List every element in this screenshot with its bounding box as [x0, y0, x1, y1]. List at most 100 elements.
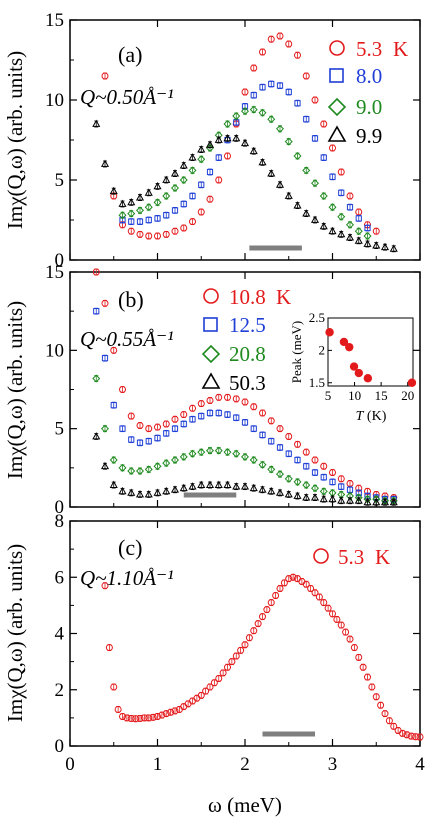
data-point: [346, 480, 354, 487]
data-point: [206, 168, 214, 176]
data-point: [92, 119, 101, 128]
circle-marker: [171, 707, 179, 715]
data-point: [333, 615, 341, 623]
circle-marker: [197, 400, 205, 408]
x-tick-label: 3: [328, 754, 338, 775]
data-point: [275, 470, 285, 479]
data-point: [135, 466, 145, 475]
data-point: [293, 151, 302, 161]
square-marker: [110, 402, 117, 409]
data-point: [189, 218, 196, 226]
diamond-marker: [197, 155, 206, 164]
data-point: [171, 415, 179, 423]
data-point: [136, 714, 144, 722]
circle-marker: [162, 710, 170, 718]
triangle-marker: [249, 146, 258, 155]
legend-c-unit: K: [375, 545, 390, 569]
legend-circle-marker: [329, 40, 345, 56]
data-point: [206, 409, 214, 417]
circle-marker: [250, 627, 258, 635]
data-point: [338, 189, 345, 197]
data-point: [154, 423, 161, 431]
circle-marker: [267, 35, 275, 43]
data-point: [197, 208, 205, 216]
triangle-marker: [100, 461, 110, 470]
inset-x-tick-label: 20: [401, 388, 414, 403]
data-point: [302, 580, 310, 588]
data-point: [372, 693, 380, 701]
triangle-marker: [179, 161, 188, 169]
legend-a-item-4: 9.9: [327, 124, 382, 148]
data-point: [268, 80, 275, 88]
data-point: [249, 146, 258, 155]
triangle-marker: [109, 186, 118, 195]
data-point: [241, 418, 249, 426]
diamond-marker: [293, 151, 302, 161]
data-point: [224, 393, 231, 401]
data-point: [267, 417, 275, 425]
data-point: [240, 452, 250, 461]
data-point: [205, 140, 215, 149]
triangle-marker: [267, 169, 276, 177]
diamond-marker: [345, 220, 355, 229]
diamond-marker: [354, 227, 363, 236]
data-point: [364, 224, 371, 232]
circle-marker: [294, 51, 301, 59]
diamond-marker: [223, 119, 232, 129]
circle-marker: [241, 88, 249, 96]
data-point: [267, 35, 275, 43]
inset-y-tick-label: 2.5: [309, 310, 325, 325]
inset-data-point: [325, 328, 334, 337]
panel-c: 0 1 2 3 4 0 2 4 6 8 (c) Q~1.10Å⁻¹ 5.3 K ω (meV): [55, 511, 426, 817]
data-point: [105, 644, 113, 652]
diamond-marker: [337, 212, 346, 221]
circle-marker: [215, 675, 223, 682]
diamond-marker: [275, 470, 285, 479]
diamond-marker: [197, 448, 206, 457]
data-point: [329, 173, 336, 181]
circle-marker: [307, 585, 315, 592]
panel-b-ticks: 0 5 10 15: [45, 262, 421, 518]
square-marker: [145, 216, 152, 224]
data-point: [144, 465, 153, 474]
diamond-marker: [135, 466, 145, 475]
panel-c-marks: [101, 573, 424, 741]
data-point: [412, 733, 420, 741]
circle-marker: [149, 713, 157, 721]
legend-circle-marker: [203, 288, 219, 304]
data-point: [320, 120, 328, 128]
data-point: [346, 192, 354, 200]
circle-marker: [302, 580, 310, 588]
circle-marker: [368, 683, 376, 691]
circle-marker: [145, 232, 153, 240]
square-marker: [101, 355, 109, 362]
data-point: [285, 88, 292, 96]
inset-y-tick-label: 2: [319, 342, 326, 357]
triangle-marker: [205, 480, 215, 488]
data-point: [294, 440, 301, 448]
data-point: [162, 420, 170, 428]
circle-marker: [337, 475, 345, 483]
data-point: [232, 395, 240, 403]
diamond-marker: [135, 206, 145, 215]
panel-b-series-20.8: [92, 374, 398, 505]
data-point: [132, 715, 140, 723]
data-point: [205, 446, 215, 455]
data-point: [355, 653, 363, 661]
diamond-marker: [267, 115, 276, 124]
circle-marker: [119, 712, 126, 720]
data-point: [145, 437, 152, 445]
diamond-marker: [179, 452, 188, 461]
square-marker: [346, 204, 354, 211]
square-marker: [180, 420, 187, 428]
inset-marks: [325, 328, 417, 387]
inset-xlabel: T (K): [356, 409, 387, 424]
legend-circle-marker: [313, 548, 329, 564]
diamond-marker: [127, 466, 136, 475]
diamond-marker: [310, 484, 320, 493]
legend-diamond-marker: [201, 344, 221, 364]
diamond-marker: [144, 465, 153, 474]
data-point: [268, 437, 275, 445]
legend-b-item-2-label: 12.5: [229, 313, 266, 337]
diamond-marker: [240, 452, 250, 461]
